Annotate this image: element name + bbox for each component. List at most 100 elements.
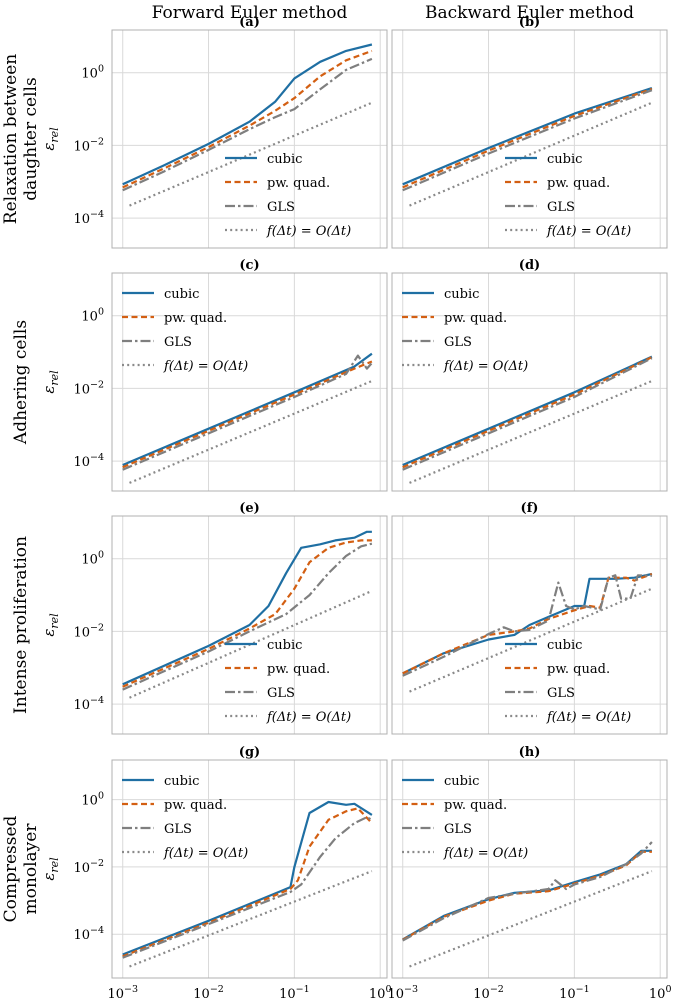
series-pw-quad bbox=[402, 356, 653, 469]
x-tick-label-exponent: −3 bbox=[124, 984, 138, 995]
series-pw-quad bbox=[122, 539, 372, 688]
x-tick-label: 10−2 bbox=[193, 984, 224, 1002]
y-tick-label-base: 10 bbox=[73, 455, 90, 470]
legend-label: pw. quad. bbox=[444, 798, 507, 813]
y-tick-label-exponent: 0 bbox=[98, 64, 104, 75]
x-tick-label-exponent: 0 bbox=[385, 984, 391, 995]
legend-label: f(Δt) = O(Δt) bbox=[546, 710, 631, 725]
y-tick-label-base: 10 bbox=[73, 698, 90, 713]
legend-label: cubic bbox=[444, 287, 479, 302]
y-tick-label-exponent: −2 bbox=[90, 379, 104, 390]
legend: cubic pw. quad. GLS f(Δt) = O(Δt) bbox=[225, 638, 351, 725]
legend-label: GLS bbox=[444, 822, 472, 837]
y-tick-label-base: 10 bbox=[81, 553, 98, 568]
series-cubic bbox=[122, 352, 373, 467]
x-tick-label-base: 10 bbox=[473, 987, 490, 1002]
x-tick-label-exponent: −3 bbox=[404, 984, 418, 995]
x-tick-label: 100 bbox=[369, 984, 392, 1002]
y-axis-label-sub: rel bbox=[48, 370, 61, 386]
x-tick-label-base: 10 bbox=[387, 987, 404, 1002]
series-reference bbox=[409, 587, 653, 693]
y-tick-label-base: 10 bbox=[81, 794, 98, 809]
y-tick-label: 100 bbox=[81, 550, 104, 568]
panel-label: (f) bbox=[521, 501, 539, 516]
legend-label: cubic bbox=[164, 287, 199, 302]
legend-label: f(Δt) = O(Δt) bbox=[163, 359, 248, 374]
y-tick-label-exponent: −2 bbox=[90, 136, 104, 147]
series-pw-quad bbox=[122, 360, 373, 469]
y-tick-label: 10−2 bbox=[73, 136, 104, 154]
x-tick-label-exponent: −2 bbox=[210, 984, 224, 995]
x-tick-label-exponent: −2 bbox=[490, 984, 504, 995]
y-tick-label: 10−2 bbox=[73, 858, 104, 876]
series-reference bbox=[409, 379, 653, 484]
y-tick-label-exponent: −4 bbox=[90, 925, 104, 936]
x-tick-label-base: 10 bbox=[107, 987, 124, 1002]
series-cubic bbox=[122, 530, 372, 686]
x-tick-label: 10−1 bbox=[279, 984, 310, 1002]
legend: cubic pw. quad. GLS f(Δt) = O(Δt) bbox=[402, 774, 528, 861]
panel-h: (h)10−310−210−1100Δtcubicpw. quad.GLSf(Δ… bbox=[387, 745, 672, 1002]
x-tick-label-base: 10 bbox=[649, 987, 666, 1002]
panel-g: (g)10010−210−4εrel10−310−210−1100Δtcubic… bbox=[40, 745, 392, 1002]
legend-label: GLS bbox=[267, 686, 295, 701]
legend-label: GLS bbox=[547, 200, 575, 215]
x-tick-label-exponent: −1 bbox=[576, 984, 590, 995]
series-cubic bbox=[122, 43, 373, 186]
y-tick-label-base: 10 bbox=[81, 67, 98, 82]
x-tick-label-exponent: 0 bbox=[665, 984, 671, 995]
panel-label: (c) bbox=[239, 258, 259, 273]
legend: cubic pw. quad. GLS f(Δt) = O(Δt) bbox=[505, 638, 631, 725]
y-tick-label-base: 10 bbox=[73, 928, 90, 943]
legend-label: cubic bbox=[267, 638, 302, 653]
panel-d: (d) cubic pw. quad. GLS f(Δt) = O(Δt) bbox=[391, 258, 668, 492]
panel-label: (a) bbox=[239, 15, 260, 30]
y-axis-label: εrel bbox=[40, 857, 61, 881]
legend-label: f(Δt) = O(Δt) bbox=[546, 224, 631, 239]
legend: cubic pw. quad. GLS f(Δt) = O(Δt) bbox=[122, 287, 248, 374]
y-tick-label-exponent: 0 bbox=[98, 307, 104, 318]
legend-label: pw. quad. bbox=[267, 662, 330, 677]
y-tick-label-base: 10 bbox=[81, 310, 98, 325]
row-label-line: Intense proliferation bbox=[11, 536, 31, 714]
row-label-line: daughter cells bbox=[21, 77, 41, 200]
y-tick-label: 10−2 bbox=[73, 622, 104, 640]
legend-label: pw. quad. bbox=[547, 176, 610, 191]
series-gls bbox=[402, 574, 652, 677]
plot-frame bbox=[391, 759, 668, 979]
row-label-4: Compressed monolayer bbox=[1, 815, 41, 922]
legend-label: f(Δt) = O(Δt) bbox=[266, 710, 351, 725]
x-tick-label-base: 10 bbox=[369, 987, 386, 1002]
y-axis-label-sub: rel bbox=[48, 857, 61, 873]
y-axis-label-sub: rel bbox=[48, 127, 61, 143]
series-reference bbox=[409, 101, 653, 207]
x-tick-label: 10−3 bbox=[107, 984, 138, 1002]
legend-label: GLS bbox=[164, 335, 192, 350]
y-axis-label-main: ε bbox=[40, 629, 58, 637]
series-reference bbox=[129, 101, 373, 207]
legend-label: f(Δt) = O(Δt) bbox=[443, 359, 528, 374]
y-axis-label: εrel bbox=[40, 613, 61, 637]
row-label-line: Adhering cells bbox=[11, 320, 31, 445]
y-tick-label: 100 bbox=[81, 307, 104, 325]
legend-label: pw. quad. bbox=[547, 662, 610, 677]
series-gls bbox=[122, 354, 373, 471]
row-label-3: Intense proliferation bbox=[11, 536, 31, 714]
y-tick-label-base: 10 bbox=[73, 139, 90, 154]
x-tick-label: 100 bbox=[649, 984, 672, 1002]
y-tick-label-base: 10 bbox=[73, 861, 90, 876]
y-axis-label-main: ε bbox=[40, 873, 58, 881]
x-tick-label: 10−2 bbox=[473, 984, 504, 1002]
legend-label: cubic bbox=[267, 152, 302, 167]
y-axis-label: εrel bbox=[40, 370, 61, 394]
panel-b: (b) cubic pw. quad. GLS f(Δt) = O(Δt) bbox=[391, 15, 668, 249]
y-tick-label-exponent: −4 bbox=[90, 209, 104, 220]
panel-label: (e) bbox=[239, 501, 260, 516]
series-gls bbox=[122, 57, 373, 192]
y-tick-label: 10−4 bbox=[73, 925, 104, 943]
y-tick-label-exponent: 0 bbox=[98, 791, 104, 802]
panel-label: (g) bbox=[239, 745, 260, 760]
legend-label: f(Δt) = O(Δt) bbox=[443, 846, 528, 861]
